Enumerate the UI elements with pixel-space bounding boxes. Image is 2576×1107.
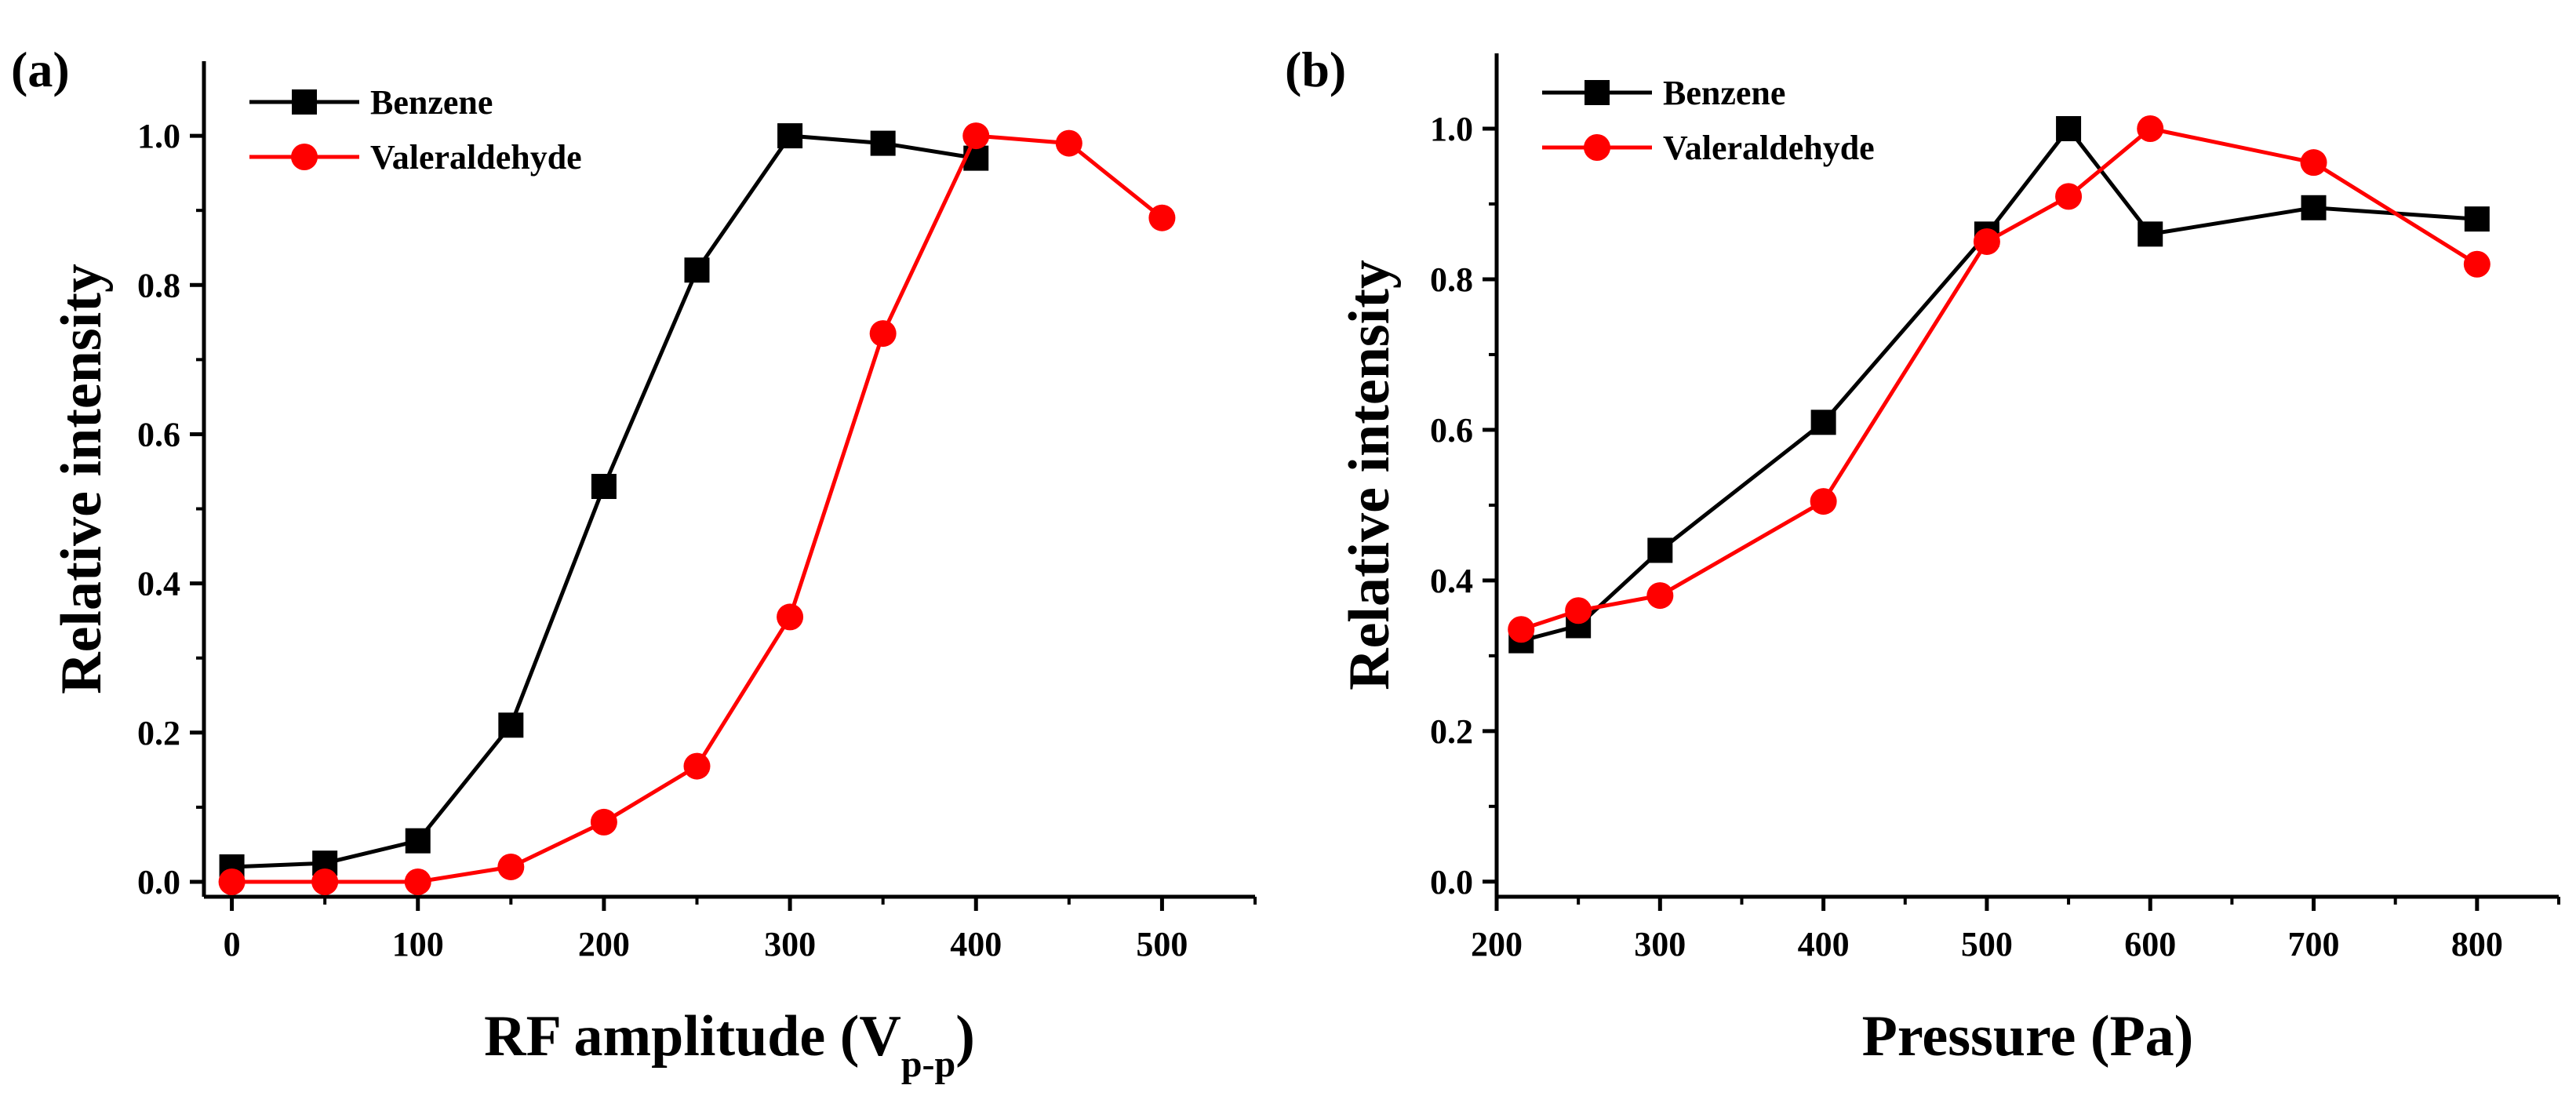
data-point-valeraldehyde — [1148, 204, 1176, 231]
y-axis-title: Relative intensity — [1337, 260, 1402, 690]
y-tick-label: 0.4 — [137, 565, 180, 603]
y-tick-label: 0.2 — [1430, 712, 1473, 751]
data-point-valeraldehyde — [1973, 228, 2000, 255]
chart-panel-a: (a) 0.0 0.2 0.4 0.6 0.8 1.0 0 100 200 300 400 500 Rel… — [11, 42, 1257, 1085]
data-point-valeraldehyde — [2300, 149, 2327, 177]
y-tick-label: 0.8 — [1430, 260, 1473, 299]
y-axis-title: Relative intensity — [49, 264, 114, 694]
y-tick-label: 0.6 — [137, 415, 180, 453]
x-tick-label: 400 — [950, 925, 1002, 963]
y-tick-label: 0.8 — [137, 266, 180, 304]
x-tick-label: 700 — [2288, 925, 2340, 963]
data-point-valeraldehyde — [777, 603, 804, 631]
x-axis-title-main: Pressure (Pa) — [1862, 1004, 2194, 1069]
data-point-valeraldehyde — [1810, 488, 1837, 515]
legend-item-benzene: Benzene — [249, 83, 493, 122]
legend-item-valeraldehyde: Valeraldehyde — [249, 138, 582, 177]
data-point-valeraldehyde — [404, 868, 431, 895]
data-point-benzene — [1647, 537, 1673, 563]
data-point-benzene — [2464, 206, 2490, 232]
data-point-valeraldehyde — [2055, 183, 2083, 210]
data-point-valeraldehyde — [1646, 582, 1674, 610]
legend-label: Valeraldehyde — [1663, 129, 1875, 167]
x-tick-label: 200 — [1471, 925, 1523, 963]
y-tick-label: 0.0 — [137, 863, 180, 901]
series-line-benzene — [1520, 125, 2477, 643]
x-tick-label: 0 — [224, 925, 241, 963]
legend-item-benzene: Benzene — [1542, 74, 1785, 112]
legend-label: Benzene — [370, 83, 493, 122]
legend-label: Valeraldehyde — [370, 138, 582, 177]
y-tick-label: 1.0 — [137, 117, 180, 155]
x-tick-label: 400 — [1798, 925, 1850, 963]
data-point-valeraldehyde — [2137, 115, 2164, 142]
x-axis-title-close: ) — [955, 1004, 975, 1069]
data-point-benzene — [1810, 410, 1836, 435]
chart-panel-b: (b) 0.0 0.2 0.4 0.6 0.8 1.0 200 300 400 500 600 700 8… — [1285, 42, 2560, 1069]
legend-label: Benzene — [1663, 74, 1785, 112]
legend-marker-circle — [291, 144, 318, 170]
data-point-benzene — [870, 130, 896, 156]
data-point-benzene — [405, 828, 431, 854]
x-tick-label: 200 — [578, 925, 630, 963]
series-line-benzene — [231, 133, 977, 869]
x-tick-label: 500 — [1136, 925, 1188, 963]
y-tick-label: 0.6 — [1430, 411, 1473, 450]
legend-marker-square — [292, 89, 317, 115]
y-tick-label: 1.0 — [1430, 110, 1473, 148]
legend-item-valeraldehyde: Valeraldehyde — [1542, 129, 1875, 167]
data-point-valeraldehyde — [311, 868, 339, 895]
data-point-benzene — [591, 474, 617, 500]
x-tick-label: 800 — [2451, 925, 2503, 963]
y-tick-label: 0.4 — [1430, 562, 1473, 600]
data-point-valeraldehyde — [869, 320, 897, 348]
x-tick-label: 300 — [764, 925, 816, 963]
panel-label: (a) — [11, 42, 70, 97]
x-tick-label: 600 — [2124, 925, 2176, 963]
x-tick-label: 100 — [392, 925, 444, 963]
data-point-benzene — [684, 257, 710, 283]
data-point-valeraldehyde — [962, 122, 990, 150]
data-point-valeraldehyde — [497, 853, 525, 880]
data-point-benzene — [2301, 195, 2327, 220]
data-point-valeraldehyde — [1565, 597, 1592, 625]
legend-marker-circle — [1584, 134, 1610, 161]
data-point-benzene — [2138, 221, 2163, 247]
x-axis-title-subscript: p-p — [901, 1043, 955, 1085]
panel-label: (b) — [1285, 42, 1346, 97]
data-point-valeraldehyde — [1508, 616, 1535, 643]
y-tick-label: 0.0 — [1430, 863, 1473, 901]
data-point-benzene — [777, 123, 803, 149]
x-tick-label: 500 — [1961, 925, 2013, 963]
x-tick-label: 300 — [1634, 925, 1686, 963]
x-axis-title: RF amplitude (Vp-p) — [484, 1004, 975, 1085]
data-point-benzene — [2056, 115, 2082, 141]
data-point-valeraldehyde — [2463, 250, 2490, 278]
legend-marker-square — [1585, 80, 1610, 105]
data-point-valeraldehyde — [218, 868, 246, 895]
x-axis-title: Pressure (Pa) — [1862, 1004, 2194, 1069]
data-point-valeraldehyde — [683, 752, 711, 780]
data-point-benzene — [498, 712, 524, 738]
y-tick-label: 0.2 — [137, 714, 180, 752]
x-axis-title-main: RF amplitude (V — [484, 1004, 901, 1069]
data-point-valeraldehyde — [1055, 129, 1082, 157]
data-point-valeraldehyde — [590, 808, 617, 836]
